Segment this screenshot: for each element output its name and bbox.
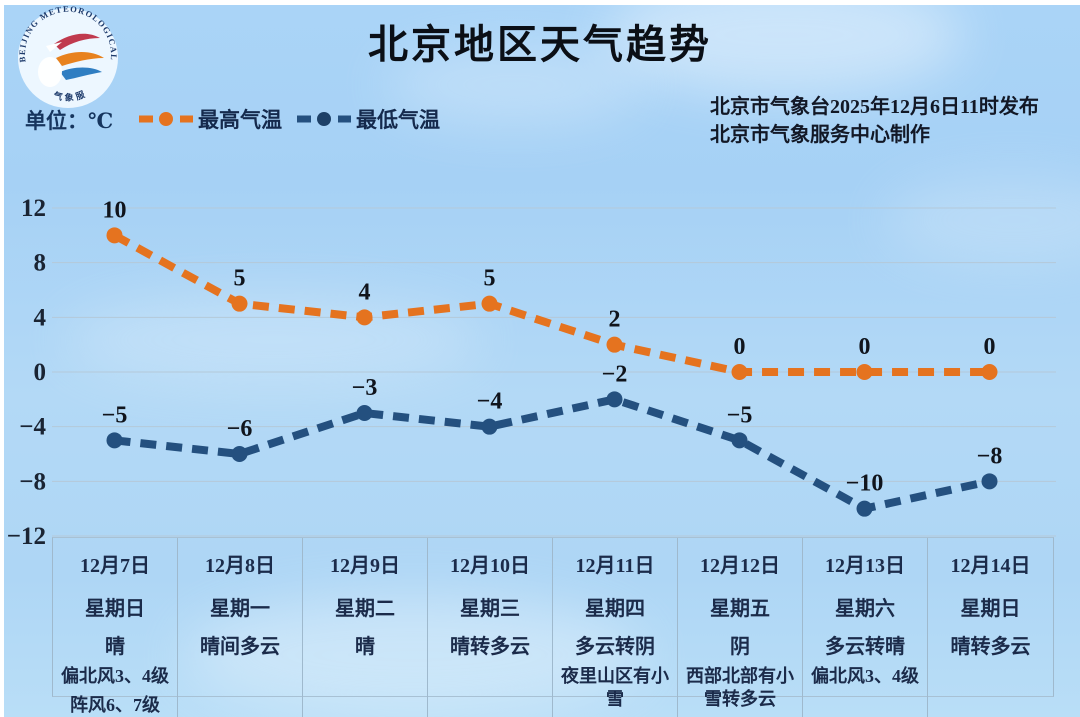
high-temp-point-6 — [856, 364, 873, 380]
y-tick-label-0: 0 — [34, 359, 47, 386]
low-temp-point-4 — [606, 391, 623, 408]
forecast-weather: 多云转晴 — [825, 636, 905, 658]
low-temp-value-label-7: −8 — [977, 443, 1003, 469]
high-temp-point-0 — [106, 227, 123, 244]
forecast-weather: 多云转阴 — [575, 636, 655, 658]
issue-info: 北京市气象台2025年12月6日11时发布 北京市气象服务中心制作 — [710, 93, 1070, 149]
low-temp-value-label-0: −5 — [102, 402, 128, 428]
legend-label-low-temp: 最低气温 — [356, 108, 440, 132]
forecast-weather: 阴 — [730, 636, 750, 658]
page-title: 北京地区天气趋势 — [368, 22, 712, 67]
forecast-date: 12月9日 — [330, 555, 400, 577]
forecast-column-7: 12月13日 星期六多云转晴偏北风3、4级 — [803, 538, 928, 717]
high-temp-value-label-5: 0 — [734, 334, 746, 360]
low-temp-point-6 — [856, 500, 873, 517]
low-temp-point-7 — [981, 473, 998, 490]
logo-orange-swoosh-icon — [56, 52, 104, 66]
low-temp-line — [114, 395, 991, 513]
logo-cloud-icon — [38, 57, 62, 87]
low-temp-point-2 — [356, 405, 373, 422]
logo-blue-swoosh-icon — [60, 67, 102, 80]
forecast-date: 12月10日 — [450, 555, 530, 577]
forecast-date: 12月8日 — [205, 555, 275, 577]
forecast-column-1: 12月7日星期日晴偏北风3、4级 阵风6、7级 — [53, 538, 178, 717]
forecast-date: 12月14日 — [950, 555, 1031, 577]
high-temp-value-label-2: 4 — [359, 279, 371, 305]
low-temp-line-swatch-icon — [297, 112, 351, 126]
low-temp-value-label-6: −10 — [846, 471, 884, 497]
forecast-date: 12月7日 — [80, 555, 150, 577]
high-temp-point-3 — [481, 295, 498, 312]
forecast-wind-note-0: 夜里山区有小雪 — [561, 666, 669, 709]
low-temp-point-5 — [731, 432, 748, 449]
y-tick-label-12: 12 — [21, 195, 46, 222]
y-tick-label--8: −8 — [19, 468, 46, 495]
high-temp-value-label-6: 0 — [859, 334, 871, 360]
high-temp-line-swatch-icon — [139, 112, 193, 126]
forecast-weekday: 星期五 — [710, 598, 770, 620]
low-temp-value-label-5: −5 — [727, 402, 753, 428]
forecast-column-6: 12月12日 星期五阴西部北部有小雪转多云 — [678, 538, 803, 717]
forecast-weather: 晴 — [105, 636, 125, 658]
forecast-wind-note-0: 西部北部有小雪转多云 — [686, 666, 794, 709]
high-temp-point-1 — [231, 295, 248, 312]
high-temp-point-4 — [606, 336, 623, 353]
y-tick-label--12: −12 — [7, 523, 46, 550]
y-tick-label-8: 8 — [34, 250, 47, 277]
beijing-meteorological-service-logo: BEIJING METEOROLOGICAL SERVICE 气象服务 — [16, 6, 118, 108]
low-temp-point-3 — [481, 418, 498, 435]
low-temp-value-label-4: −2 — [602, 361, 628, 387]
forecast-weekday: 星期一 — [210, 598, 270, 620]
high-temp-point-5 — [731, 364, 748, 380]
forecast-wind-note-0: 偏北风3、4级 — [811, 666, 919, 686]
high-temp-value-label-1: 5 — [234, 266, 246, 292]
legend-item-high-temp: 最高气温 — [138, 104, 282, 134]
issue-line-1: 北京市气象台2025年12月6日11时发布 — [710, 96, 1039, 118]
forecast-weekday: 星期日 — [85, 598, 145, 620]
legend-label-high-temp: 最高气温 — [198, 108, 282, 132]
y-tick-label-4: 4 — [34, 304, 47, 331]
forecast-wind-note-1: 阵风6、7级 — [70, 695, 160, 715]
low-temp-point-0 — [106, 432, 123, 449]
logo-red-swoosh-icon — [54, 33, 100, 50]
forecast-column-3: 12月9日星期二晴 — [303, 538, 428, 717]
forecast-weekday: 星期二 — [335, 598, 395, 620]
forecast-column-5: 12月11日 星期四多云转阴夜里山区有小雪 — [553, 538, 678, 717]
low-temp-value-label-1: −6 — [227, 416, 253, 442]
forecast-wind-note-0: 偏北风3、4级 — [61, 666, 169, 686]
y-tick-label--4: −4 — [19, 414, 46, 441]
forecast-column-4: 12月10日 星期三晴转多云 — [428, 538, 553, 717]
logo-dove-icon — [46, 42, 62, 52]
forecast-weather: 晴间多云 — [200, 636, 280, 658]
forecast-column-8: 12月14日 星期日晴转多云 — [928, 538, 1053, 717]
issue-line-2: 北京市气象服务中心制作 — [710, 124, 930, 146]
high-temp-point-7 — [981, 364, 998, 380]
forecast-weekday: 星期四 — [585, 598, 645, 620]
low-temp-value-label-2: −3 — [352, 375, 378, 401]
high-temp-value-label-4: 2 — [609, 307, 621, 333]
forecast-date: 12月13日 — [825, 555, 905, 577]
unit-label: 单位：℃ — [25, 109, 114, 133]
forecast-weekday: 星期日 — [960, 598, 1021, 620]
chart-legend: 最高气温 最低气温 — [138, 104, 440, 134]
high-temp-line — [112, 231, 990, 376]
high-temp-value-label-7: 0 — [984, 334, 996, 360]
high-temp-value-label-3: 5 — [484, 266, 496, 292]
low-temp-point-1 — [231, 446, 248, 463]
legend-item-low-temp: 最低气温 — [296, 104, 440, 134]
forecast-weekday: 星期三 — [460, 598, 520, 620]
forecast-table: 12月7日 星期日晴偏北风3、4级 阵风6、7级 12月8日 星期一 晴间多云 12月9日星… — [52, 537, 1054, 717]
forecast-weather: 晴转多云 — [950, 636, 1031, 658]
high-temp-point-2 — [356, 309, 373, 326]
forecast-weekday: 星期六 — [835, 598, 895, 620]
forecast-column-2: 12月8日星期一晴间多云 — [178, 538, 303, 717]
forecast-date: 12月11日 — [575, 555, 655, 577]
forecast-weather: 晴 — [355, 636, 375, 658]
forecast-weather: 晴转多云 — [450, 636, 530, 658]
high-temp-value-label-0: 10 — [103, 197, 127, 223]
low-temp-value-label-3: −4 — [477, 389, 503, 415]
forecast-date: 12月12日 — [700, 555, 780, 577]
